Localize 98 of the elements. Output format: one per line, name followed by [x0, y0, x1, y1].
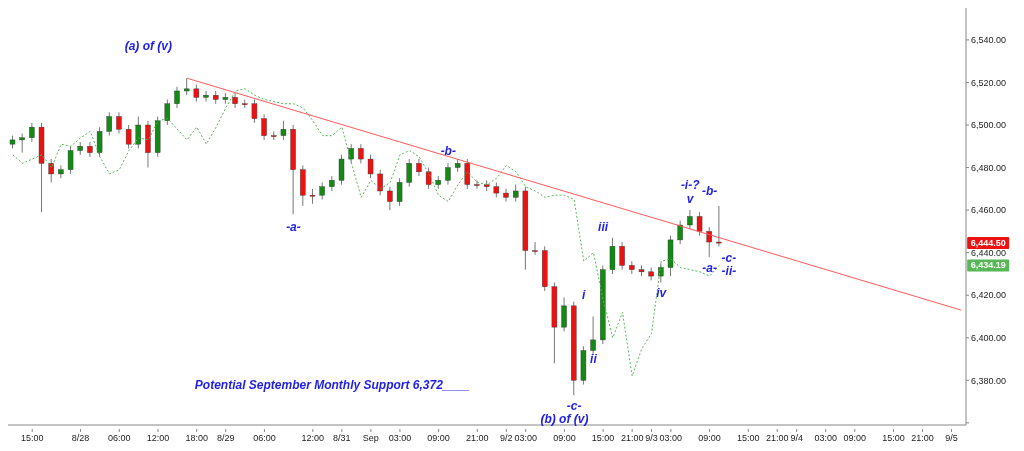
annotation: iii: [598, 220, 609, 235]
candlestick: [116, 111, 122, 135]
annotation: -ii-: [721, 263, 737, 278]
x-tick-label: 18:00: [185, 433, 208, 443]
x-tick-label: 9/5: [945, 433, 958, 443]
annotation: ii: [590, 352, 598, 367]
x-tick-label: 12:00: [301, 433, 325, 443]
annotation: Potential September Monthly Support 6,372____: [194, 377, 470, 392]
candlestick: [67, 145, 74, 175]
candlestick: [261, 113, 267, 141]
x-tick-label: 15:00: [737, 433, 760, 443]
text: 6,434.19: [970, 260, 1006, 271]
candlestick: [125, 124, 132, 149]
candlestick: [503, 188, 509, 203]
y-tick-label: 6,520.00: [971, 77, 1007, 88]
annotation: -a-: [286, 220, 301, 235]
candlestick: [164, 98, 171, 126]
y-tick-label: 6,400.00: [971, 332, 1007, 343]
candlestick: [609, 237, 616, 275]
candlestick: [561, 296, 567, 332]
candlestick: [716, 205, 722, 247]
x-tick-label: 09:00: [843, 433, 866, 443]
candlestick: [474, 179, 480, 190]
candlestick: [174, 86, 180, 109]
candlestick: [87, 141, 93, 158]
candlestick: [706, 226, 712, 258]
text: 6,444.50: [970, 238, 1006, 249]
x-tick-label: Sep: [362, 433, 379, 443]
candlestick: [135, 116, 141, 149]
y-tick-label: 6,480.00: [971, 162, 1007, 173]
candlestick: [696, 211, 703, 237]
candlestick: [106, 111, 112, 137]
candlestick: [338, 154, 345, 186]
candlestick: [425, 167, 432, 190]
candlestick: [377, 169, 383, 196]
x-tick-label: 15:00: [591, 433, 615, 443]
annotation: (b) of (v): [540, 411, 589, 426]
candlestick: [687, 209, 693, 230]
annotation: -i-?: [680, 177, 701, 192]
line-series: [12, 88, 720, 377]
candlestick: [19, 133, 25, 154]
x-tick-label: 03:00: [514, 433, 537, 443]
candlestick: [464, 158, 471, 190]
candlestick: [406, 158, 412, 188]
candlestick: [280, 120, 287, 141]
x-tick-label: 09:00: [427, 433, 450, 443]
x-tick-label: 9/2: [500, 433, 513, 443]
x-tick-label: 09:00: [698, 433, 721, 443]
x-tick-label: 21:00: [911, 433, 934, 443]
candlestick: [387, 186, 393, 211]
candlestick: [658, 262, 664, 283]
candlestick: [532, 241, 538, 256]
y-tick-label: 6,500.00: [971, 120, 1007, 131]
x-tick-label: 03:00: [388, 433, 412, 443]
x-tick-label: 12:00: [146, 433, 170, 443]
candlestick: [367, 154, 374, 179]
x-tick-label: 15:00: [882, 433, 905, 443]
y-tick-label: 6,380.00: [971, 375, 1007, 386]
annotation: (a) of (v): [124, 39, 172, 54]
x-tick-label: 21:00: [766, 433, 789, 443]
annotation: -a-: [702, 260, 717, 275]
candlestick: [29, 122, 35, 143]
x-tick-label: 03:00: [659, 433, 683, 443]
x-tick-label: 06:00: [253, 433, 276, 443]
x-tick-label: 15:00: [20, 433, 44, 443]
candlestick: [251, 98, 258, 124]
x-tick-label: 9/4: [790, 433, 803, 443]
annotation: -b-: [440, 143, 456, 158]
candlestick: [58, 164, 64, 179]
candlestick: [96, 126, 103, 158]
candlestick: [416, 158, 422, 177]
candlestick: [396, 177, 403, 207]
annotation: i: [582, 288, 587, 303]
x-tick-label: 8/31: [333, 433, 351, 443]
annotation: -b-: [701, 183, 718, 198]
annotation: iv: [656, 286, 668, 301]
annotation: -c-: [721, 250, 737, 265]
x-tick-label: 8/29: [216, 433, 235, 443]
x-tick-label: 9/3: [645, 433, 658, 443]
x-tick-label: 21:00: [466, 433, 489, 443]
candlestick: [232, 92, 238, 109]
candlestick: [445, 162, 451, 186]
x-tick-label: 09:00: [553, 433, 576, 443]
annotation: -c-: [566, 398, 582, 413]
x-tick-label: 06:00: [108, 433, 131, 443]
y-tick-label: 6,420.00: [971, 290, 1007, 301]
candlestick: [590, 315, 596, 356]
y-tick-label: 6,540.00: [971, 35, 1007, 46]
candlestick: [203, 90, 209, 103]
candlestick: [619, 241, 625, 271]
x-tick-label: 21:00: [620, 433, 644, 443]
y-tick-label: 6,440.00: [971, 247, 1007, 258]
candlestick: [348, 143, 354, 164]
y-tick-label: 6,460.00: [971, 205, 1007, 216]
x-tick-label: 8/28: [71, 433, 90, 443]
annotation: v: [686, 192, 695, 207]
candlestick: [358, 143, 364, 164]
x-tick-label: 03:00: [814, 433, 837, 443]
